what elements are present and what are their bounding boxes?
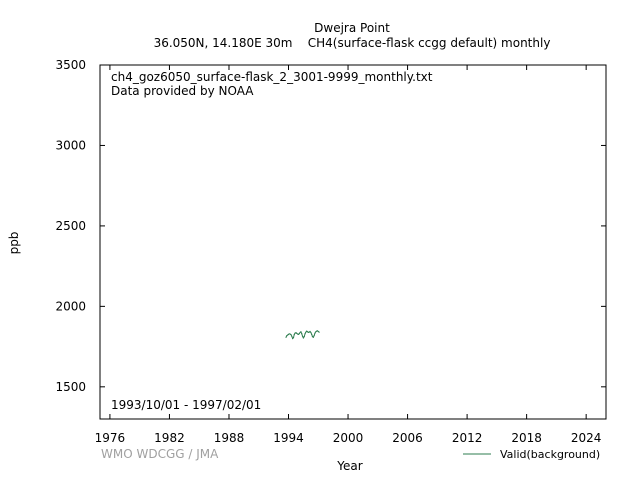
data-point <box>289 333 291 335</box>
x-tick-label: 1994 <box>273 431 304 445</box>
y-axis-label: ppb <box>7 232 21 255</box>
data-point <box>292 336 295 339</box>
x-tick-label: 2024 <box>571 431 602 445</box>
data-point <box>287 334 289 336</box>
y-tick-label: 2000 <box>55 299 86 313</box>
data-point <box>301 333 303 335</box>
data-point <box>295 332 297 334</box>
data-point <box>311 333 313 335</box>
data-point <box>310 331 312 334</box>
data-point <box>308 331 310 333</box>
x-tick-label: 2012 <box>452 431 483 445</box>
watermark: WMO WDCGG / JMA <box>101 447 219 461</box>
data-point <box>293 333 295 335</box>
x-axis: 1976 1982 1988 1994 2000 2006 2012 2018 2024 <box>95 65 602 445</box>
y-tick-label: 2500 <box>55 219 86 233</box>
legend-label: Valid(background) <box>500 448 600 461</box>
data-point <box>304 333 306 335</box>
data-point <box>300 331 302 333</box>
x-tick-label: 2018 <box>511 431 542 445</box>
provider-annotation: Data provided by NOAA <box>111 84 254 98</box>
x-tick-label: 2000 <box>333 431 364 445</box>
data-point <box>298 333 300 335</box>
x-tick-label: 1982 <box>154 431 185 445</box>
x-tick-label: 1988 <box>214 431 245 445</box>
data-point <box>317 330 319 333</box>
x-tick-label: 1976 <box>95 431 126 445</box>
data-point <box>309 330 311 333</box>
y-tick-label: 1500 <box>55 380 86 394</box>
data-point <box>303 336 305 338</box>
y-axis: 1500 2000 2500 3000 3500 <box>55 58 606 394</box>
data-point <box>306 330 308 332</box>
x-axis-label: Year <box>336 459 362 473</box>
data-point <box>305 331 307 333</box>
data-point <box>291 335 293 337</box>
data-point <box>313 335 315 337</box>
data-point <box>285 336 287 338</box>
data-point <box>290 334 292 336</box>
data-point <box>318 331 320 333</box>
data-point <box>292 337 294 340</box>
data-point <box>312 336 314 338</box>
x-tick-label: 2006 <box>392 431 423 445</box>
chart-subtitle: 36.050N, 14.180E 30m CH4(surface-flask c… <box>154 36 551 50</box>
series-layer <box>285 330 320 340</box>
chart-title: Dwejra Point <box>314 21 390 35</box>
plot-frame <box>99 64 607 420</box>
data-point <box>306 331 309 333</box>
y-tick-label: 3000 <box>55 138 86 152</box>
data-point <box>316 330 319 332</box>
data-point <box>296 332 298 334</box>
y-tick-label: 3500 <box>55 58 86 72</box>
data-point <box>315 331 317 333</box>
data-point <box>286 335 288 337</box>
data-point <box>299 331 301 334</box>
date-range-annotation: 1993/10/01 - 1997/02/01 <box>111 398 261 412</box>
data-point <box>311 336 314 338</box>
data-point <box>314 332 316 334</box>
data-point <box>301 335 304 337</box>
data-point <box>302 337 304 339</box>
data-point <box>297 333 300 335</box>
file-annotation: ch4_goz6050_surface-flask_2_3001-9999_mo… <box>111 70 433 84</box>
